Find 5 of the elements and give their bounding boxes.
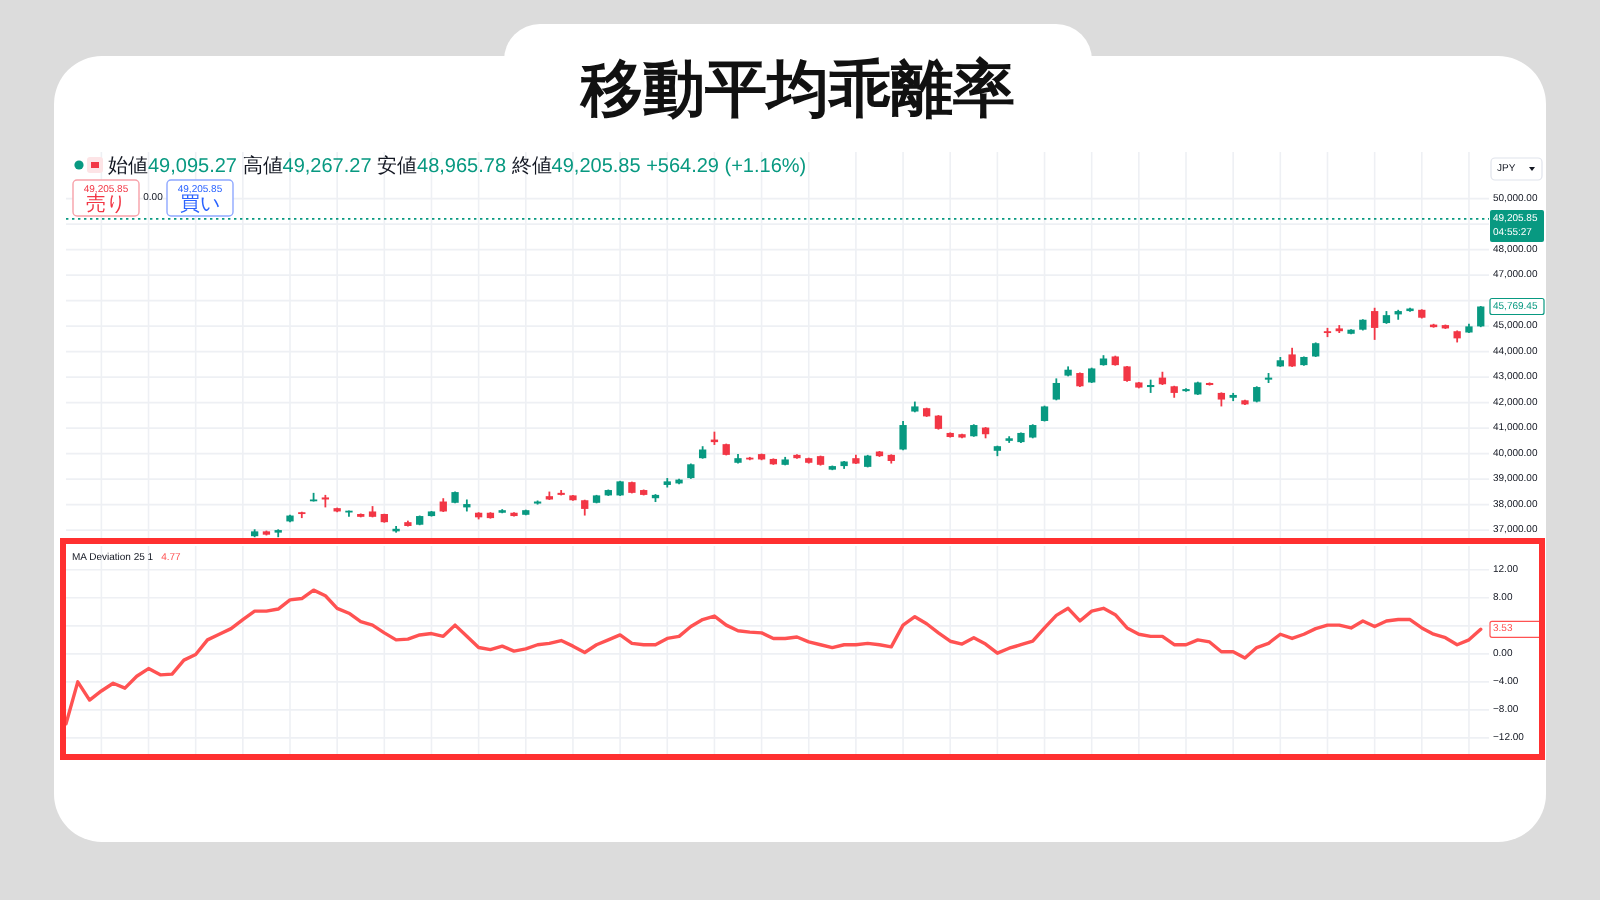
chart-title: 移動平均乖離率	[579, 54, 1015, 124]
annotation: 売り	[86, 192, 126, 216]
line-series	[66, 588, 1483, 726]
annotation: 始値49,095.27 高値49,267.27 安値48,965.78 終値49,205.85 +564.29 (+1.16%)	[108, 154, 807, 178]
annotation: 買い	[180, 194, 220, 216]
